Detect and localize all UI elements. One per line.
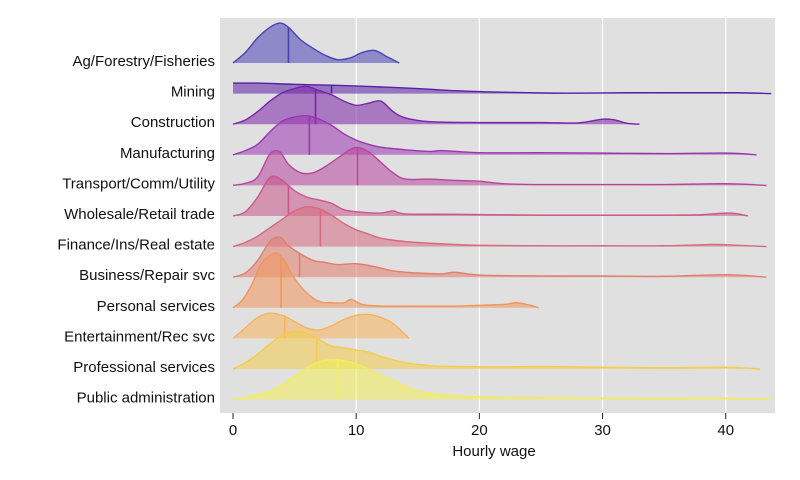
category-label-finance-ins-real-estate: Finance/Ins/Real estate (57, 237, 215, 254)
ridge-outline-ag-forestry-fisheries (232, 22, 400, 64)
category-label-wholesale-retail-trade: Wholesale/Retail trade (64, 206, 215, 223)
x-tick-label-0: 0 (229, 422, 237, 439)
ridge-wholesale-retail-trade (232, 175, 749, 217)
x-tick-label-30: 30 (594, 422, 611, 439)
category-label-mining: Mining (171, 84, 215, 101)
ridge-fill-personal-services (233, 252, 539, 308)
category-label-professional-services: Professional services (73, 359, 215, 376)
ridge-outline-public-administration (232, 358, 773, 401)
ridge-business-repair-svc (232, 236, 767, 278)
ridge-fill-business-repair-svc (233, 237, 767, 278)
x-axis: 0 10 20 30 40 (229, 413, 734, 439)
x-tick-label-20: 20 (471, 422, 488, 439)
x-tick-label-40: 40 (717, 422, 734, 439)
ridge-outline-wholesale-retail-trade (232, 175, 749, 217)
category-label-transport-comm-utility: Transport/Comm/Utility (62, 175, 215, 192)
ridge-fill-mining (233, 83, 772, 94)
ridge-finance-ins-real-estate (232, 205, 767, 248)
ridge-manufacturing (232, 114, 757, 156)
ridge-outline-transport-comm-utility (232, 146, 767, 187)
category-label-business-repair-svc: Business/Repair svc (79, 267, 215, 284)
ridge-outline-personal-services (232, 252, 539, 309)
ridge-fill-finance-ins-real-estate (233, 206, 767, 247)
category-label-personal-services: Personal services (97, 298, 215, 315)
ridge-fill-ag-forestry-fisheries (233, 23, 400, 64)
category-label-entertainment-rec-svc: Entertainment/Rec svc (64, 328, 215, 345)
ridge-transport-comm-utility (232, 146, 767, 187)
category-label-manufacturing: Manufacturing (120, 145, 215, 162)
ridge-personal-services (232, 252, 539, 309)
x-axis-title: Hourly wage (452, 443, 535, 460)
ridge-outline-finance-ins-real-estate (232, 205, 767, 248)
ridge-fill-transport-comm-utility (233, 147, 767, 186)
ridge-fill-entertainment-rec-svc (233, 313, 410, 339)
ridge-outline-manufacturing (232, 114, 757, 156)
ridge-outline-entertainment-rec-svc (232, 312, 410, 339)
category-label-ag-forestry-fisheries: Ag/Forestry/Fisheries (72, 53, 215, 70)
ridge-ag-forestry-fisheries (232, 22, 400, 64)
ridge-public-administration (232, 358, 773, 401)
ridge-outline-professional-services (232, 330, 761, 370)
category-label-public-administration: Public administration (77, 390, 215, 407)
category-label-construction: Construction (131, 114, 215, 131)
x-tick-label-10: 10 (348, 422, 365, 439)
ridge-fill-manufacturing (233, 115, 757, 155)
ridge-fill-wholesale-retail-trade (233, 176, 748, 216)
ridge-outline-construction (232, 85, 640, 125)
ridge-outline-business-repair-svc (232, 236, 767, 278)
ridges (232, 22, 773, 401)
ridge-mining (232, 82, 772, 95)
category-labels: Ag/Forestry/Fisheries Mining Construction M… (57, 53, 215, 407)
ridge-fill-professional-services (233, 331, 761, 369)
ridge-outline-mining (232, 82, 772, 95)
ridge-fill-construction (233, 86, 640, 125)
